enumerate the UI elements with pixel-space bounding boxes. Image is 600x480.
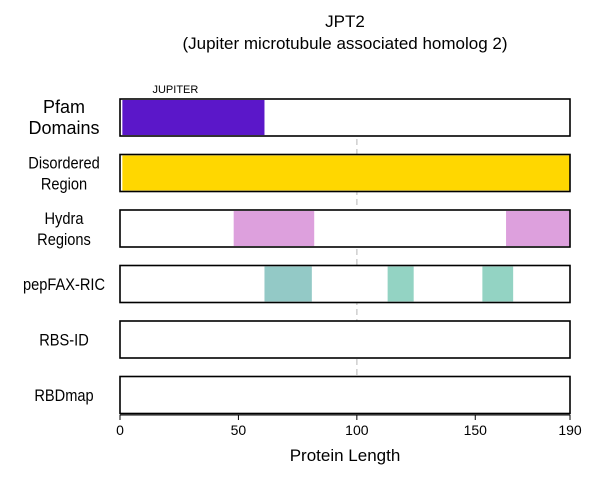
chart-title-line: JPT2 bbox=[325, 12, 365, 31]
x-tick-label: 50 bbox=[231, 422, 247, 438]
track-row: pepFAX-RIC bbox=[23, 264, 571, 304]
track-background bbox=[120, 210, 570, 247]
chart-title-line: (Jupiter microtubule associated homolog … bbox=[182, 34, 507, 53]
track-label: Region bbox=[41, 176, 87, 194]
track-border bbox=[119, 375, 571, 415]
track-border bbox=[119, 98, 571, 137]
track-background bbox=[120, 321, 570, 358]
track-segment bbox=[122, 100, 265, 135]
segment-annotation: JUPITER bbox=[152, 84, 198, 96]
track-border bbox=[119, 320, 571, 359]
track-segment bbox=[122, 155, 571, 191]
track-segment bbox=[233, 211, 315, 246]
track-row: Disordered Region bbox=[28, 153, 571, 194]
track-label: Hydra bbox=[45, 210, 84, 228]
track-label: pepFAX-RIC bbox=[23, 276, 105, 294]
track-segment bbox=[387, 266, 414, 302]
track-segment bbox=[482, 266, 514, 302]
track-label: Pfam bbox=[43, 97, 85, 117]
track-border bbox=[119, 153, 571, 193]
x-tick-label: 100 bbox=[345, 422, 369, 438]
x-axis: 0 50 100 150 190 Protein Length bbox=[116, 414, 582, 465]
x-tick-label: 150 bbox=[464, 422, 488, 438]
track-label: Regions bbox=[37, 231, 91, 249]
track-label: RBDmap bbox=[34, 387, 93, 405]
x-axis-label: Protein Length bbox=[290, 446, 401, 465]
x-tick-label: 190 bbox=[558, 422, 582, 438]
chart-title: JPT2 (Jupiter microtubule associated homo… bbox=[182, 12, 507, 53]
x-tick-label: 0 bbox=[116, 422, 124, 438]
track-label: Disordered bbox=[28, 155, 99, 173]
track-segment bbox=[506, 211, 570, 246]
track-row: RBS-ID bbox=[39, 320, 571, 359]
track-border bbox=[119, 209, 571, 248]
track-segment bbox=[264, 266, 312, 302]
track-border bbox=[119, 264, 571, 304]
track-label: RBS-ID bbox=[39, 332, 89, 350]
track-label: Domains bbox=[28, 118, 99, 138]
track-background bbox=[120, 376, 570, 414]
track-row: RBDmap bbox=[34, 375, 571, 415]
track-row: Hydra Regions bbox=[37, 209, 571, 249]
